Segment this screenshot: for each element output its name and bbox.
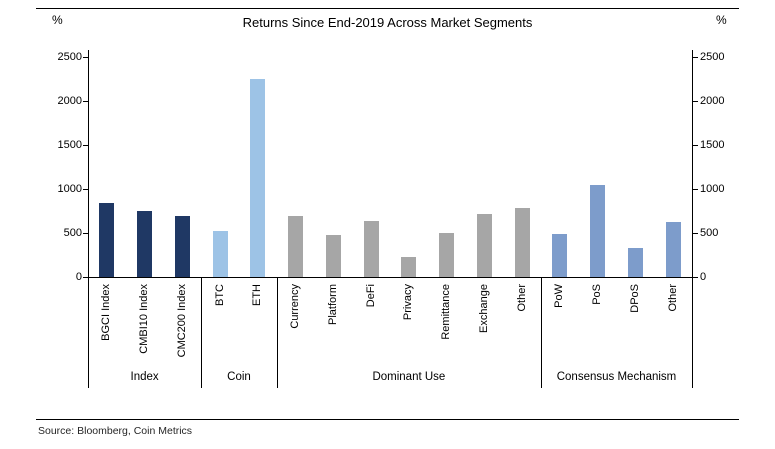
x-label-other: Other (515, 284, 528, 312)
y-tick-label-right: 1000 (700, 183, 725, 195)
group-label-dominant-use: Dominant Use (372, 371, 446, 383)
y-tick-left (83, 101, 88, 102)
y-tick-label-left: 2500 (57, 51, 82, 63)
x-label-currency: Currency (289, 284, 302, 329)
bar-pow (552, 233, 568, 277)
x-label-defi: DeFi (364, 284, 377, 308)
y-tick-label-right: 500 (700, 227, 719, 239)
bar-currency (288, 216, 304, 277)
y-tick-right (693, 57, 698, 58)
y-tick-left (83, 277, 88, 278)
group-label-index: Index (130, 371, 159, 383)
bar-cmbi10-index (137, 211, 153, 277)
bar-pos (590, 184, 606, 277)
y-tick-label-left: 1000 (57, 183, 82, 195)
bar-eth (250, 79, 266, 277)
group-divider (692, 277, 693, 388)
x-label-pos: PoS (591, 284, 604, 305)
bar-other (665, 222, 681, 277)
y-tick-label-right: 2500 (700, 51, 725, 63)
y-axis-left (88, 50, 89, 277)
bar-platform (325, 235, 341, 277)
group-label-consensus-mechanism: Consensus Mechanism (556, 371, 677, 383)
x-label-btc: BTC (213, 284, 226, 306)
bar-cmc200-index (174, 216, 190, 277)
y-axis-unit-right: % (716, 13, 727, 27)
group-divider (276, 277, 278, 388)
x-label-bgci-index: BGCI Index (100, 284, 113, 341)
y-tick-right (693, 277, 698, 278)
y-tick-label-right: 0 (700, 271, 707, 283)
y-tick-right (693, 101, 698, 102)
bottom-rule (36, 419, 739, 420)
x-label-dpos: DPoS (628, 284, 641, 313)
bar-exchange (476, 214, 492, 277)
chart-title: Returns Since End-2019 Across Market Seg… (242, 15, 533, 30)
x-label-exchange: Exchange (477, 284, 490, 333)
y-tick-right (693, 233, 698, 234)
group-divider (201, 277, 203, 388)
y-tick-label-left: 1500 (57, 139, 82, 151)
y-tick-right (693, 145, 698, 146)
bar-btc (212, 231, 228, 277)
y-tick-label-left: 2000 (57, 95, 82, 107)
y-tick-label-right: 2000 (700, 95, 725, 107)
y-tick-left (83, 233, 88, 234)
x-label-pow: PoW (553, 284, 566, 308)
group-divider (541, 277, 542, 388)
source-note: Source: Bloomberg, Coin Metrics (38, 425, 193, 437)
group-divider (88, 277, 89, 388)
x-label-cmc200-index: CMC200 Index (175, 284, 188, 358)
bar-bgci-index (99, 203, 115, 277)
x-axis (88, 277, 693, 278)
y-tick-right (693, 189, 698, 190)
x-label-other: Other (666, 284, 679, 312)
y-tick-label-left: 500 (63, 227, 82, 239)
y-axis-right (692, 50, 693, 277)
x-label-platform: Platform (326, 284, 339, 325)
y-tick-left (83, 57, 88, 58)
bar-privacy (401, 256, 417, 277)
bar-dpos (627, 247, 643, 277)
y-tick-left (83, 145, 88, 146)
y-axis-unit-left: % (52, 13, 63, 27)
bar-other (514, 208, 530, 277)
bar-remittance (439, 233, 455, 277)
x-label-cmbi10-index: CMBI10 Index (138, 284, 151, 354)
group-label-coin: Coin (227, 371, 251, 383)
bar-defi (363, 220, 379, 277)
y-tick-label-right: 1500 (700, 139, 725, 151)
y-tick-left (83, 189, 88, 190)
x-label-eth: ETH (251, 284, 264, 306)
y-tick-label-left: 0 (75, 271, 82, 283)
x-label-privacy: Privacy (402, 284, 415, 321)
x-label-remittance: Remittance (440, 284, 453, 340)
top-rule (36, 8, 739, 9)
